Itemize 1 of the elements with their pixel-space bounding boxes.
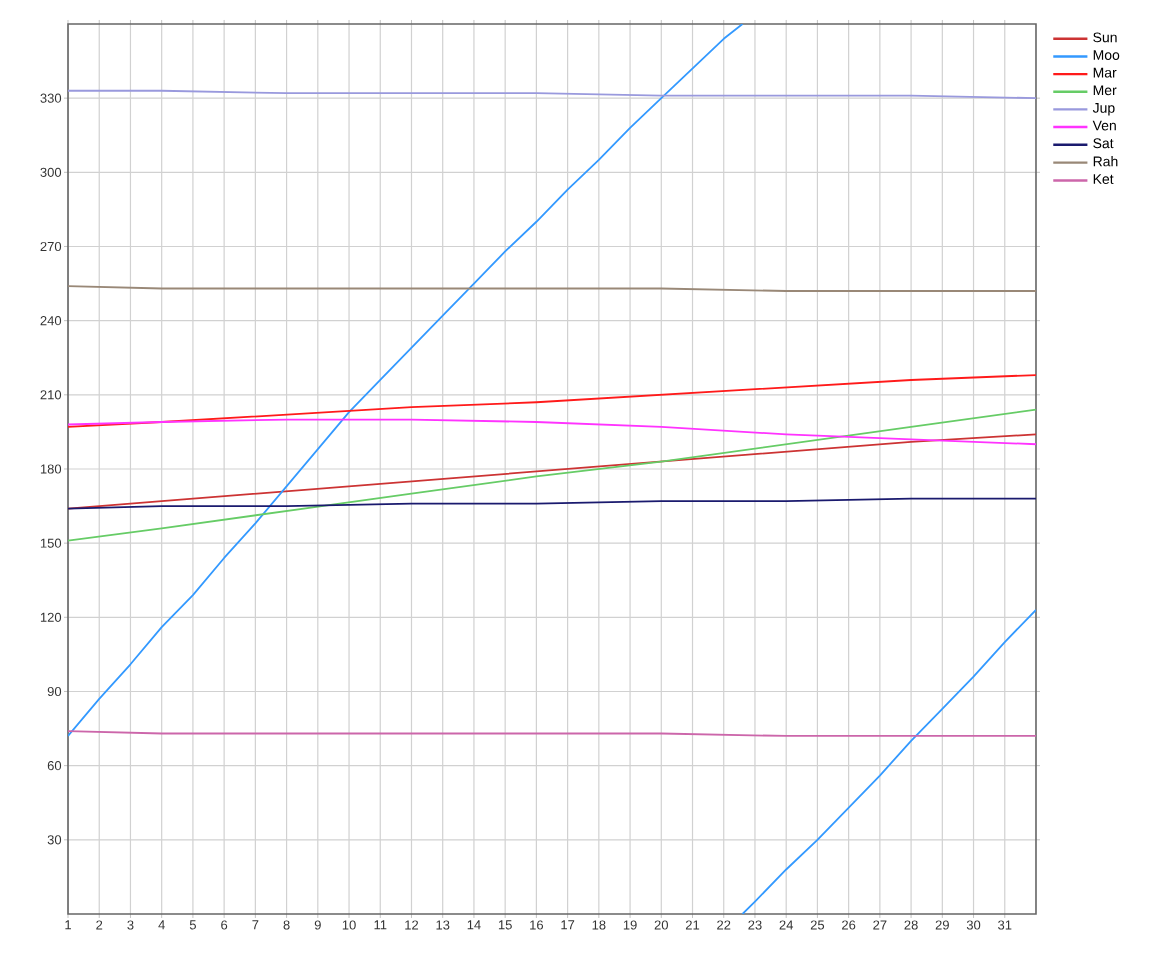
line-series [68,418,1036,446]
